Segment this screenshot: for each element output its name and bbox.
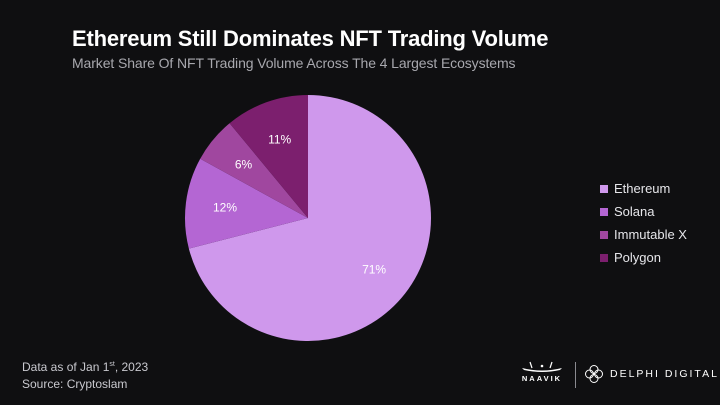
legend-label-ethereum: Ethereum (614, 181, 671, 196)
footer-notes: Data as of Jan 1st, 2023 Source: Cryptos… (22, 356, 148, 393)
pie-slice-ethereum (188, 95, 431, 341)
pie-label-ethereum: 71% (362, 262, 386, 276)
pie-slice-polygon (229, 95, 308, 218)
chart-subtitle: Market Share Of NFT Trading Volume Acros… (72, 55, 516, 71)
legend-label-solana: Solana (614, 204, 655, 219)
legend-item-immutable-x: Immutable X (600, 223, 687, 246)
legend-swatch-immutable-x (600, 230, 608, 239)
delphi-flower-icon (585, 365, 603, 383)
legend-label-polygon: Polygon (614, 250, 661, 265)
legend-swatch-ethereum (600, 184, 608, 193)
chart-title: Ethereum Still Dominates NFT Trading Vol… (72, 26, 549, 51)
naavik-logo: NAAVIK (516, 360, 568, 390)
legend: Ethereum Solana Immutable X Polygon (600, 177, 687, 269)
legend-swatch-polygon (600, 253, 608, 262)
naavik-wordmark: NAAVIK (521, 374, 563, 383)
pie-slice-immutable-x (200, 123, 308, 218)
legend-item-ethereum: Ethereum (600, 177, 687, 200)
delphi-wordmark: DELPHI DIGITAL (610, 368, 719, 380)
legend-swatch-solana (600, 207, 608, 216)
pie-label-solana: 12% (213, 201, 237, 215)
data-source: Source: Cryptoslam (22, 377, 128, 391)
pie-label-immutable-x: 6% (235, 158, 253, 172)
boat-icon (522, 361, 562, 372)
pie-label-polygon: 11% (268, 132, 291, 146)
legend-item-solana: Solana (600, 200, 687, 223)
legend-label-immutable-x: Immutable X (614, 227, 687, 242)
brand-divider (575, 362, 576, 388)
data-date: Data as of Jan 1st, 2023 (22, 360, 149, 374)
pie-slice-solana (185, 158, 308, 249)
legend-item-polygon: Polygon (600, 246, 687, 269)
delphi-digital-logo: DELPHI DIGITAL (584, 364, 719, 384)
